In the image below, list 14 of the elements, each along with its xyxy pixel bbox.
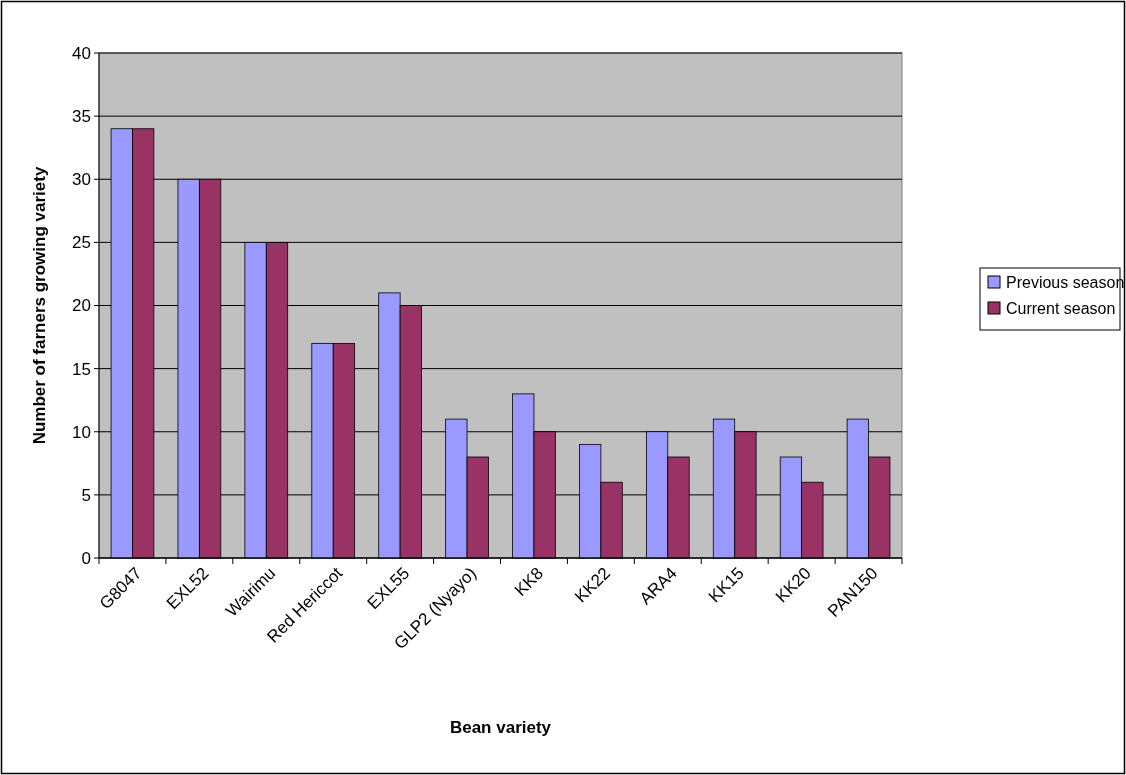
y-tick-label: 10: [72, 422, 91, 442]
y-axis-title: Number of farners growing variety: [30, 166, 49, 445]
y-tick-label: 5: [81, 485, 91, 505]
y-tick-label: 30: [72, 170, 91, 190]
legend-label: Previous season: [1006, 273, 1125, 291]
x-tick-label: KK8: [510, 563, 547, 600]
x-axis-title: Bean variety: [449, 718, 552, 737]
y-tick-label: 25: [72, 233, 91, 253]
y-tick-label: 0: [81, 548, 91, 568]
legend-label: Current season: [1006, 299, 1116, 317]
y-tick-label: 40: [72, 43, 91, 63]
y-tick-label: 20: [72, 296, 91, 316]
y-tick-label: 35: [72, 107, 91, 127]
y-tick-label: 15: [72, 359, 91, 379]
